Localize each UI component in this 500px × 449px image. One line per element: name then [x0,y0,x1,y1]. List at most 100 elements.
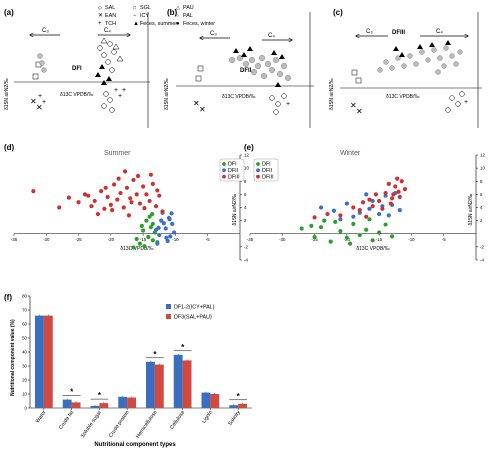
data-point [328,239,333,244]
data-point [396,189,401,194]
bar [99,403,109,408]
legend-label: DFI [228,162,237,168]
x-axis-label: Nutritional component types [94,442,176,448]
data-point [377,211,382,217]
panel-e-title: Winter [340,150,361,157]
data-point [153,204,159,209]
legend-marker [256,162,260,166]
bar [118,396,128,408]
bar [127,397,137,408]
c4-label-c: C₄ [436,29,443,35]
data-point [157,193,162,198]
x-tick-label: Crude fat [58,409,75,430]
y-tick-label: 12 [244,153,249,158]
svg-text:+: + [122,87,126,94]
y-tick-label: 8 [480,179,483,184]
panel-b: (b) C₃ C₄ DFII [167,8,314,128]
y-tick-label: 20 [22,378,27,383]
svg-text:✕: ✕ [98,13,103,19]
x-tick-label: -20 [108,237,115,242]
data-point [338,213,343,218]
y-tick-label: 12 [480,153,485,158]
data-point [142,244,147,249]
x-tick-label: -35 [247,237,254,242]
data-point [383,190,388,196]
svg-text:+: + [464,99,468,106]
data-point [333,219,338,225]
data-point [367,206,372,211]
data-point [367,217,372,222]
panel-c: (c) C₃ C₄ DFIII [333,8,482,128]
data-point [103,185,108,190]
data-point [325,211,330,217]
significance-marker: * [181,343,185,352]
legend-marker [222,162,226,166]
data-point [146,234,151,240]
c3-label-c: C₃ [366,29,373,35]
region-label-a: DFI [72,66,82,72]
panel-f-label: (f) [4,293,12,302]
legend-box [219,158,245,182]
y-tick-label: -4 [244,258,248,263]
bar [182,360,192,408]
legend-pal: PAL [183,13,193,19]
data-point [344,201,349,206]
legend-marker [222,174,226,179]
data-point [139,223,144,228]
data-point [121,205,126,210]
data-point [391,192,396,197]
data-point [318,205,324,210]
x-tick-label: Cellulose [169,410,186,431]
data-point [383,222,388,227]
svg-text:+: + [98,21,102,27]
y-tick-label: -4 [480,258,484,263]
data-point [389,196,395,201]
legend-marker [166,304,171,309]
x-tick-label: -25 [75,237,82,242]
y-tick-label: 80 [22,294,27,299]
data-point [163,226,168,231]
y-tick-label: 4 [244,205,247,210]
data-point [370,204,375,209]
legend-feces-winter: Feces, winter [183,21,215,27]
data-point [129,200,134,205]
x-tick-label: Soluble sugar [80,409,103,439]
y-tick-label: 8 [244,179,247,184]
panel-a: (a) C₃ C₄ DFI ✕ ✕ + + [4,8,150,128]
y-tick-label: 40 [22,350,27,355]
x-axis-label: δ13C VPDB/‰ [120,246,153,252]
data-point [147,198,152,204]
x-tick-label: -15 [376,237,383,242]
markers-a: ✕ ✕ + + + + + [30,37,126,113]
y-tick-label: -2 [244,244,248,249]
x-label-a: δ13C VPDB/‰ [60,92,93,98]
data-point [370,198,375,204]
x-tick-label: Salinity [227,409,242,426]
panel-d-label: (d) [4,143,15,152]
data-point [386,213,391,218]
svg-text:+: + [118,93,122,100]
data-point [150,238,155,243]
data-point [389,234,395,239]
data-point [57,205,62,210]
bar [62,399,72,408]
data-point [393,184,398,189]
legend-feces-summer: Feces, summer [140,21,177,27]
data-point [360,200,366,205]
svg-text:+: + [286,101,290,108]
significance-marker: * [153,350,157,359]
data-point [131,245,136,250]
region-label-b: DFII [240,68,252,74]
data-point [82,192,88,197]
markers-b: ✕ ✕ + [193,46,291,115]
x-tick-label: Water [35,409,48,424]
x-tick-label: -10 [172,237,179,242]
svg-text:✕: ✕ [199,105,206,114]
y-tick-label: 70 [22,308,27,313]
x-label-c: δ13C VPDB/‰ [386,94,419,100]
svg-text:○: ○ [176,13,179,19]
significance-marker: * [98,391,102,400]
bar [201,392,211,408]
svg-text:◇: ◇ [98,5,102,11]
